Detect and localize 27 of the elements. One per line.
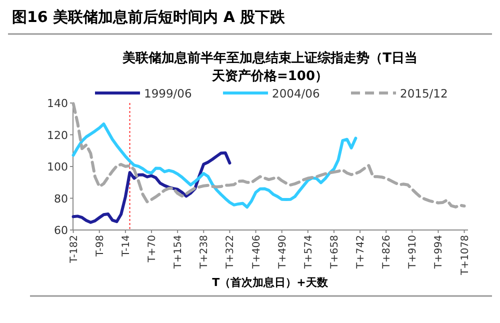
- y-tick-label: 100: [47, 160, 68, 174]
- x-tick-label: T+238: [199, 235, 210, 270]
- x-tick-label: T+910: [408, 235, 419, 270]
- x-tick-label: T+406: [251, 235, 262, 270]
- chart-subtitle: 美联储加息前半年至加息结束上证综指走势（T日当天资产价格=100）: [122, 50, 418, 84]
- legend-label: 1999/06: [144, 86, 192, 100]
- x-tick-label: T+70: [147, 235, 158, 264]
- x-tick-label: T+994: [434, 235, 445, 270]
- x-tick-label: T+826: [382, 235, 393, 270]
- x-tick-label: T+742: [356, 235, 367, 270]
- x-tick-label: T-14: [120, 235, 132, 258]
- y-tick-label: 140: [47, 97, 68, 110]
- x-tick-label: T+1078: [460, 235, 471, 276]
- x-axis-title: T（首次加息日）+天数: [212, 276, 329, 289]
- legend-label: 2004/06: [272, 86, 320, 100]
- x-tick-label: T+322: [225, 235, 236, 270]
- legend-label: 2015/12: [400, 86, 448, 100]
- x-tick-label: T+658: [329, 235, 340, 270]
- x-tick-label: T+490: [277, 235, 288, 270]
- x-tick-label: T-182: [68, 235, 80, 264]
- x-tick-label: T-98: [94, 235, 106, 258]
- x-tick-label: T+574: [303, 235, 314, 270]
- chart-title: 图16 美联储加息前后短时间内 A 股下跌: [12, 8, 286, 26]
- y-tick-label: 120: [47, 128, 68, 142]
- y-tick-label: 60: [54, 224, 68, 237]
- y-tick-label: 80: [54, 192, 68, 206]
- x-tick-label: T+154: [173, 235, 184, 270]
